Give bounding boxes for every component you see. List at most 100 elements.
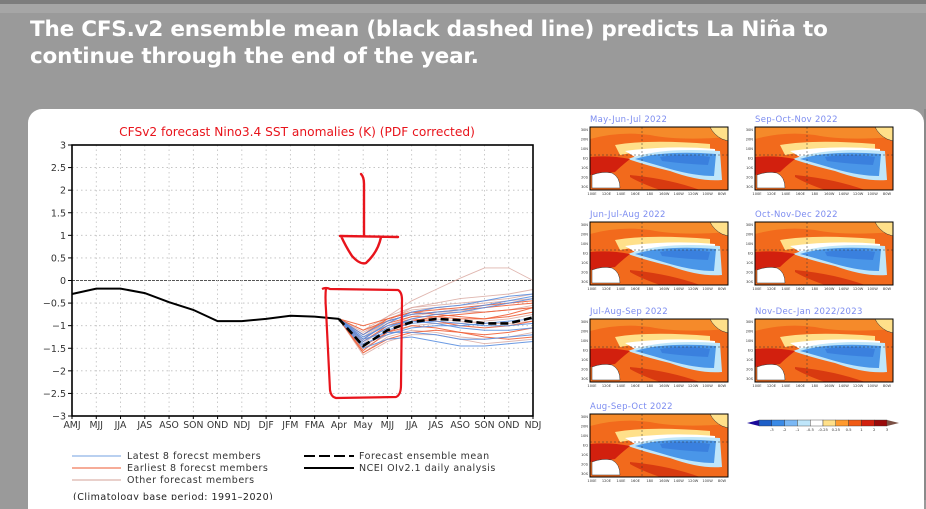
colorbar-segment (758, 419, 773, 427)
map-lon-label: 100E (587, 384, 597, 388)
map-lon-label: 100E (587, 479, 597, 483)
climatology-footnote: (Climatology base period: 1991–2020) (73, 492, 273, 500)
forecast-member-line (338, 267, 534, 336)
colorbar-label: 0.25 (832, 427, 841, 432)
map-lon-label: 160E (631, 384, 641, 388)
map-lon-label: 180 (646, 192, 654, 196)
colorbar: -3 -2 -1 -0.5 -0.25 0.25 0.5 1 2 3 (747, 419, 899, 432)
map-lat-label: 20S (746, 271, 754, 275)
map-lon-label: 160E (796, 287, 806, 291)
forecast-member-line (338, 300, 534, 327)
colorbar-label: 1 (860, 427, 863, 432)
map-lon-label: 140W (673, 384, 684, 388)
map-lat-label: 20N (746, 330, 754, 334)
x-tick-label: JAS (428, 420, 444, 431)
map-title: May-Jun-Jul 2022 (590, 115, 668, 125)
map-lon-label: 100E (752, 192, 762, 196)
x-tick-label: OND (498, 420, 519, 431)
forecast-member-line (338, 293, 534, 331)
map-lon-label: 120E (602, 384, 612, 388)
colorbar-segment (861, 419, 875, 427)
map-lon-label: 80W (883, 192, 892, 196)
sst-anomaly-map: 30N 20N 10N EQ 10S 20S 30S 100E 120E 140E 160E 180 1… (746, 221, 894, 291)
map-lon-label: 160W (659, 479, 670, 483)
colorbar-label: -0.5 (806, 427, 814, 432)
map-lon-label: 100W (702, 479, 713, 483)
map-lat-label: 30N (581, 320, 589, 324)
y-tick-label: −0.5 (43, 299, 66, 310)
map-lon-label: 180 (646, 479, 654, 483)
map-lon-label: 100W (867, 192, 878, 196)
map-lon-label: 100E (587, 192, 597, 196)
map-lat-label: 10N (581, 242, 589, 246)
map-lon-label: 120E (767, 384, 777, 388)
map-title: Jul-Aug-Sep 2022 (590, 307, 668, 317)
top-border (0, 0, 926, 4)
colorbar-segment (797, 419, 811, 427)
sst-anomaly-map: 30N 20N 10N EQ 10S 20S 30S 100E 120E 140E 160E 180 1… (746, 318, 894, 388)
map-lon-label: 80W (883, 287, 892, 291)
map-lon-label: 140E (781, 192, 791, 196)
map-lat-label: 10S (746, 358, 754, 362)
map-lon-label: 100W (702, 384, 713, 388)
map-lat-label: 10N (581, 339, 589, 343)
forecast-member-line (338, 318, 534, 338)
map-lat-label: 10S (581, 261, 589, 265)
forecast-member-line (338, 318, 534, 349)
map-lon-label: 140E (781, 384, 791, 388)
map-lon-label: 120W (853, 287, 864, 291)
map-lon-label: 80W (718, 287, 727, 291)
x-tick-label: DJF (258, 420, 273, 431)
red-arrow-shaft (359, 172, 366, 238)
colorbar-segment (873, 419, 888, 427)
map-lat-label: 20S (581, 271, 589, 275)
map-lon-label: 120E (602, 479, 612, 483)
map-lat-label: 10N (746, 242, 754, 246)
map-lon-label: 80W (883, 384, 892, 388)
x-tick-label: JJA (114, 420, 127, 431)
map-lon-label: 80W (718, 479, 727, 483)
x-tick-label: MJJ (90, 420, 104, 431)
map-lat-label: 30S (746, 280, 754, 284)
map-lon-label: 140E (616, 192, 626, 196)
map-lat-label: EQ (583, 349, 588, 353)
red-highlight-box (321, 286, 404, 400)
forecast-member-line (338, 318, 534, 347)
map-lon-label: 140E (616, 287, 626, 291)
colorbar-segment (848, 419, 862, 427)
red-annotations (321, 172, 404, 400)
map-lat-label: 20S (581, 368, 589, 372)
map-lon-label: 120W (688, 479, 699, 483)
colorbar-label: -0.25 (818, 427, 828, 432)
x-tick-label: May (354, 420, 374, 431)
forecast-member-line (338, 293, 534, 340)
ensemble-mean-line (337, 316, 534, 348)
plot-frame (71, 144, 534, 417)
x-tick-label: JFM (281, 420, 298, 431)
x-tick-label: FMA (305, 420, 325, 431)
x-tick-label: NDJ (525, 420, 542, 431)
colorbar-label: -2 (783, 427, 787, 432)
x-tick-label: SON (183, 420, 203, 431)
map-lon-label: 180 (646, 384, 654, 388)
x-tick-label: OND (207, 420, 228, 431)
sst-anomaly-map: 30N 20N 10N EQ 10S 20S 30S 100E 120E 140E 160E 180 1… (746, 126, 894, 196)
map-lon-label: 120W (688, 192, 699, 196)
map-lat-label: 20S (581, 176, 589, 180)
colorbar-label: 3 (886, 427, 889, 432)
map-lat-label: 20S (746, 176, 754, 180)
legend-label: Latest 8 forecst members (127, 451, 261, 462)
map-lat-label: 10N (581, 434, 589, 438)
map-lon-label: 140E (781, 287, 791, 291)
map-lon-label: 140W (673, 192, 684, 196)
map-lat-label: 10N (746, 147, 754, 151)
map-lon-label: 140E (616, 479, 626, 483)
map-lat-label: 10S (581, 453, 589, 457)
colorbar-label: -3 (770, 427, 774, 432)
map-lat-label: 20N (746, 233, 754, 237)
map-lon-label: 180 (646, 287, 654, 291)
map-lon-label: 120E (602, 192, 612, 196)
map-lon-label: 100E (587, 287, 597, 291)
map-lat-label: 30S (746, 185, 754, 189)
map-lat-label: EQ (748, 252, 753, 256)
